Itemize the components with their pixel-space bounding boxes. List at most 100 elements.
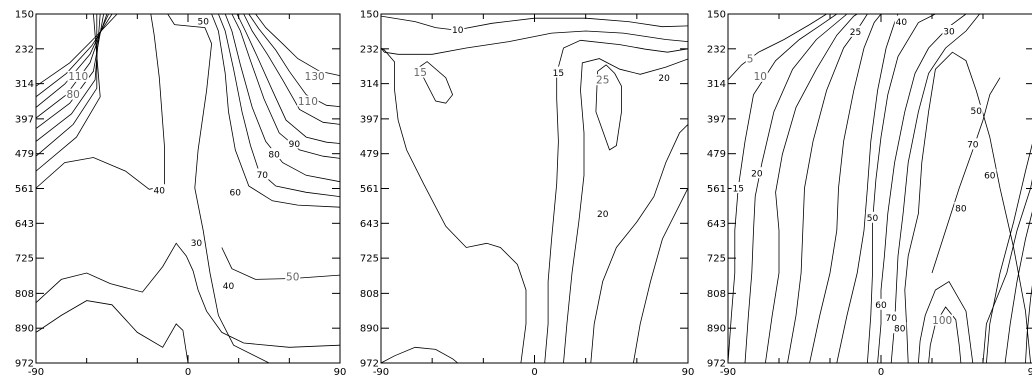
contour-label: 80 <box>955 204 967 214</box>
y-tick-label: 561 <box>360 184 379 195</box>
contour-line <box>381 16 688 30</box>
contour-line <box>564 59 689 363</box>
y-tick-label: 397 <box>707 114 726 125</box>
x-tick-label: 0 <box>878 367 884 378</box>
y-tick-label: 890 <box>15 324 34 335</box>
y-tick-label: 725 <box>360 254 379 265</box>
contour-label: 80 <box>66 89 79 101</box>
contour-line <box>545 40 688 363</box>
y-tick-label: 150 <box>360 10 379 21</box>
contour-line <box>745 14 847 363</box>
contour-label: 30 <box>943 27 955 37</box>
x-tick-label: 90 <box>682 367 695 378</box>
contour-label: 130 <box>305 71 325 83</box>
y-tick-label: 314 <box>360 79 379 90</box>
contour-label: 60 <box>875 301 887 311</box>
x-tick-label: 90 <box>334 367 347 378</box>
contour-label: 10 <box>452 26 464 36</box>
contour-line <box>983 171 1032 363</box>
y-tick-label: 725 <box>707 254 726 265</box>
y-tick-label: 561 <box>15 184 34 195</box>
contour-line <box>381 48 526 363</box>
plot-frame <box>36 14 340 363</box>
y-tick-label: 808 <box>15 289 34 300</box>
x-tick-label: 0 <box>531 367 537 378</box>
y-tick-label: 643 <box>15 219 34 230</box>
contour-panel-3: 150232314397479561643725808890972-900904… <box>707 10 1032 379</box>
contour-label: 100 <box>932 315 952 327</box>
contour-line <box>36 301 188 363</box>
contour-label: 70 <box>967 141 979 151</box>
contour-label: 40 <box>154 186 166 196</box>
x-tick-label: 90 <box>1028 367 1032 378</box>
y-tick-label: 232 <box>707 44 726 55</box>
contour-line <box>381 347 458 363</box>
contour-label: 5 <box>747 54 754 66</box>
contour-label: 60 <box>230 189 242 199</box>
y-tick-label: 314 <box>15 79 34 90</box>
x-tick-label: -90 <box>28 367 44 378</box>
contour-line <box>225 14 340 182</box>
contour-label: 110 <box>68 71 88 83</box>
contour-label: 10 <box>754 71 767 83</box>
y-tick-label: 808 <box>707 289 726 300</box>
y-tick-label: 890 <box>707 324 726 335</box>
x-tick-label: 0 <box>185 367 191 378</box>
contour-label: 80 <box>268 150 280 160</box>
contour-label: 50 <box>970 107 982 117</box>
y-tick-label: 725 <box>15 254 34 265</box>
contour-line <box>244 14 340 124</box>
contour-line <box>837 14 898 363</box>
contour-label: 30 <box>191 239 203 249</box>
contour-line <box>891 14 979 363</box>
y-tick-label: 150 <box>15 10 34 21</box>
contour-line <box>728 14 827 80</box>
y-tick-label: 643 <box>360 219 379 230</box>
contour-label: 50 <box>286 272 299 284</box>
contour-label: 15 <box>732 184 743 194</box>
y-tick-label: 150 <box>707 10 726 21</box>
y-tick-label: 890 <box>360 324 379 335</box>
contour-label: 50 <box>867 214 879 224</box>
y-tick-label: 808 <box>360 289 379 300</box>
contour-label: 20 <box>658 74 670 84</box>
contour-line <box>36 14 97 156</box>
contour-line <box>36 14 164 189</box>
y-tick-label: 397 <box>360 114 379 125</box>
contour-line <box>878 14 966 363</box>
contour-line <box>168 14 269 363</box>
contour-label: 90 <box>289 140 301 150</box>
plot-frame <box>381 14 688 363</box>
y-tick-label: 643 <box>707 219 726 230</box>
contour-line <box>249 14 340 107</box>
x-tick-label: -90 <box>373 367 389 378</box>
contour-label: 40 <box>223 282 235 292</box>
y-tick-label: 397 <box>15 114 34 125</box>
y-tick-label: 232 <box>15 44 34 55</box>
contour-line <box>788 14 868 363</box>
contour-label: 40 <box>896 18 908 28</box>
contour-line <box>256 14 340 76</box>
contour-label: 70 <box>257 171 269 181</box>
y-tick-label: 561 <box>707 184 726 195</box>
contour-line <box>222 248 340 280</box>
contour-label: 80 <box>894 324 906 334</box>
contour-line <box>36 243 340 347</box>
contour-line <box>765 14 857 363</box>
y-tick-label: 314 <box>707 79 726 90</box>
contour-label: 25 <box>596 75 609 87</box>
contour-label: 15 <box>414 67 427 79</box>
y-tick-label: 479 <box>707 149 726 160</box>
contour-label: 25 <box>850 28 861 38</box>
contour-line <box>810 14 881 363</box>
contour-label: 15 <box>553 69 564 79</box>
y-tick-label: 479 <box>360 149 379 160</box>
contour-label: 20 <box>597 210 609 220</box>
contour-line <box>381 31 688 54</box>
y-tick-label: 232 <box>360 44 379 55</box>
contour-label: 60 <box>984 172 996 182</box>
x-tick-label: -90 <box>720 367 736 378</box>
